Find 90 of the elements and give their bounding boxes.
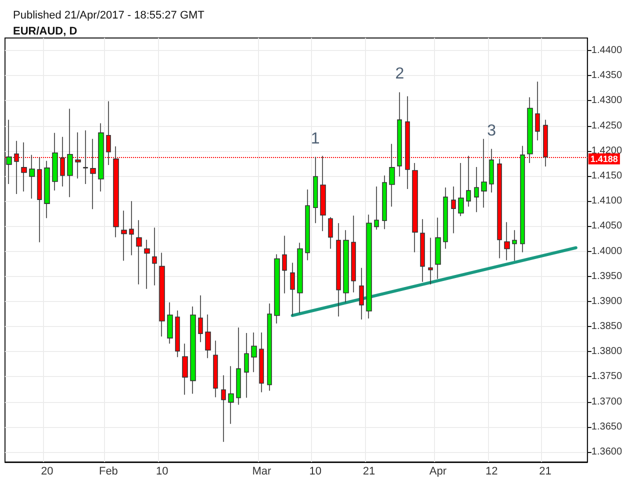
candlestick	[44, 160, 50, 219]
candlestick	[67, 108, 73, 198]
candlestick	[29, 154, 35, 199]
candlestick	[175, 310, 180, 358]
candlestick	[428, 237, 433, 285]
candlestick	[420, 218, 425, 282]
candlestick	[481, 138, 487, 208]
candlestick	[259, 332, 264, 393]
candlestick	[205, 314, 211, 359]
candlestick	[290, 262, 295, 316]
candlestick	[520, 145, 525, 253]
candlestick	[512, 230, 517, 262]
y-tick-label: 1.3700	[591, 396, 622, 408]
candlestick	[213, 340, 218, 398]
chart-title: EUR/AUD, D	[13, 26, 78, 38]
annotation: 3	[487, 122, 496, 140]
ref-line-label: 1.4188	[590, 154, 618, 164]
candlestick	[382, 175, 387, 230]
candlestick	[144, 239, 150, 290]
candlestick	[152, 227, 157, 286]
candlestick	[374, 186, 379, 230]
x-tick-label: 21	[539, 466, 552, 478]
candlestick	[305, 189, 310, 261]
x-tick-label: Apr	[429, 466, 447, 478]
candlestick	[535, 81, 540, 141]
candlestick	[297, 242, 303, 314]
candlestick	[466, 156, 471, 207]
candlestick	[458, 162, 464, 217]
y-tick-label: 1.4250	[591, 120, 622, 132]
y-tick-label: 1.4150	[591, 170, 622, 182]
candlestick	[98, 122, 104, 192]
candlestick	[198, 295, 203, 342]
candlestick	[527, 96, 533, 164]
x-tick-label: 20	[41, 466, 54, 478]
candlestick	[244, 332, 249, 398]
annotation: 1	[310, 130, 320, 148]
candlestick	[343, 230, 349, 303]
candlestick	[182, 343, 188, 396]
candlestick	[251, 332, 257, 373]
y-tick-label: 1.3750	[591, 371, 622, 382]
y-tick-label: 1.4350	[591, 70, 622, 82]
candlestick	[328, 216, 333, 250]
candlestick	[274, 254, 280, 324]
x-tick-label: Mar	[252, 466, 272, 478]
y-tick-label: 1.3900	[591, 296, 622, 307]
candlestick	[397, 92, 402, 177]
candlestick	[121, 210, 127, 262]
candlestick	[52, 132, 58, 191]
y-tick-label: 1.3850	[591, 321, 622, 332]
y-tick-label: 1.3800	[591, 346, 622, 358]
x-tick-label: 21	[362, 466, 376, 478]
candlestick	[359, 267, 364, 320]
candlestick	[236, 327, 241, 406]
candlestick	[221, 374, 226, 442]
y-tick-label: 1.4050	[591, 220, 622, 232]
candlestick	[412, 162, 418, 253]
chart-subtitle: Published 21/Apr/2017 - 18:55:27 GMT	[13, 10, 205, 22]
candlestick	[228, 366, 234, 424]
x-tick-label: Feb	[98, 466, 118, 478]
x-tick-label: 12	[485, 466, 498, 478]
candlestick	[435, 217, 441, 280]
candlestick	[159, 252, 165, 337]
x-tick-label: 10	[309, 466, 322, 478]
candlestick	[474, 166, 479, 213]
candlestick	[136, 220, 142, 285]
candlestick	[336, 222, 341, 317]
candlestick	[351, 215, 356, 293]
candlestick	[267, 303, 272, 392]
y-tick-label: 1.4300	[591, 95, 622, 106]
candlestick	[6, 119, 12, 184]
y-tick-label: 1.3600	[591, 446, 622, 458]
candlestick	[443, 187, 448, 250]
candlestick	[504, 222, 510, 261]
candlestick	[313, 156, 318, 224]
y-tick-label: 1.4100	[591, 196, 622, 207]
y-tick-label: 1.4400	[591, 45, 622, 56]
candlestick	[129, 200, 134, 256]
candlestick	[167, 302, 173, 344]
x-tick-label: 10	[156, 466, 168, 478]
y-tick-label: 1.3950	[591, 270, 622, 282]
candlestick	[366, 214, 372, 319]
candlestick	[282, 235, 287, 294]
candlestick	[489, 148, 494, 193]
candlestick	[451, 186, 456, 234]
y-tick-label: 1.4200	[591, 145, 622, 156]
candlestick	[389, 143, 395, 207]
candlestick	[190, 306, 196, 394]
y-tick-label: 1.3650	[591, 421, 622, 432]
annotation: 2	[395, 66, 404, 83]
y-tick-label: 1.4000	[591, 246, 622, 257]
